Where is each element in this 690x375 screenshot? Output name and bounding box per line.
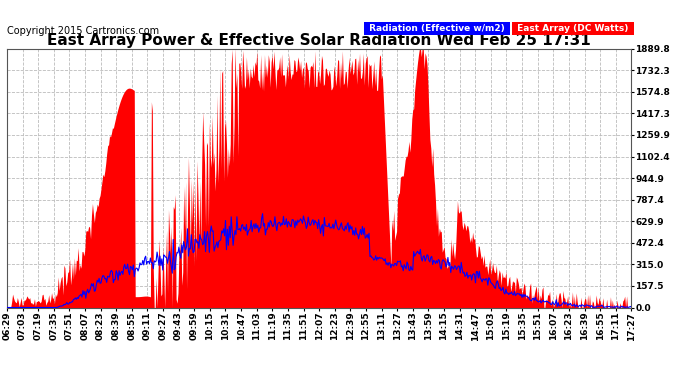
Text: East Array (DC Watts): East Array (DC Watts) (514, 24, 631, 33)
Text: Copyright 2015 Cartronics.com: Copyright 2015 Cartronics.com (7, 26, 159, 36)
Title: East Array Power & Effective Solar Radiation Wed Feb 25 17:31: East Array Power & Effective Solar Radia… (47, 33, 591, 48)
Text: Radiation (Effective w/m2): Radiation (Effective w/m2) (366, 24, 508, 33)
